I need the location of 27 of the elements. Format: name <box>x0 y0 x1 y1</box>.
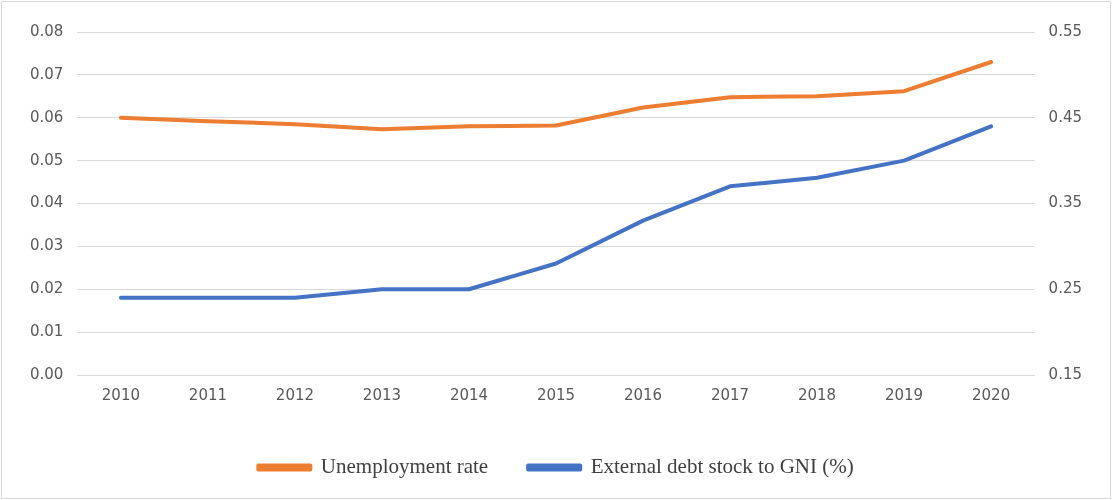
x-tick-label: 2012 <box>275 385 315 404</box>
y-tick-label: 0.01 <box>29 322 64 341</box>
y-tick-label: 0.05 <box>29 150 64 169</box>
y-tick-label: 0.07 <box>29 64 64 83</box>
y2-tick-label: 0.35 <box>1048 193 1083 212</box>
legend-label: External debt stock to GNI (%) <box>590 454 854 479</box>
y-tick-label: 0.02 <box>29 279 64 298</box>
y-tick-label: 0.03 <box>29 236 64 255</box>
x-tick-label: 2015 <box>536 385 576 404</box>
x-tick-label: 2016 <box>623 385 663 404</box>
x-tick-label: 2011 <box>188 385 228 404</box>
legend-label: Unemployment rate <box>320 454 489 479</box>
x-tick-label: 2019 <box>884 385 924 404</box>
y-tick-label: 0.06 <box>29 107 64 126</box>
y2-tick-label: 0.45 <box>1048 107 1083 126</box>
x-tick-label: 2020 <box>972 385 1011 404</box>
y2-tick-label: 0.55 <box>1048 21 1083 40</box>
y2-tick-label: 0.15 <box>1048 364 1083 383</box>
x-tick-label: 2017 <box>710 385 750 404</box>
y2-tick-label: 0.25 <box>1048 279 1083 298</box>
y-tick-label: 0.00 <box>29 364 64 383</box>
y-tick-label: 0.08 <box>29 21 64 40</box>
x-tick-label: 2018 <box>797 385 837 404</box>
x-tick-label: 2010 <box>101 385 140 404</box>
x-tick-label: 2013 <box>362 385 402 404</box>
y-tick-label: 0.04 <box>29 193 64 212</box>
x-tick-label: 2014 <box>449 385 489 404</box>
